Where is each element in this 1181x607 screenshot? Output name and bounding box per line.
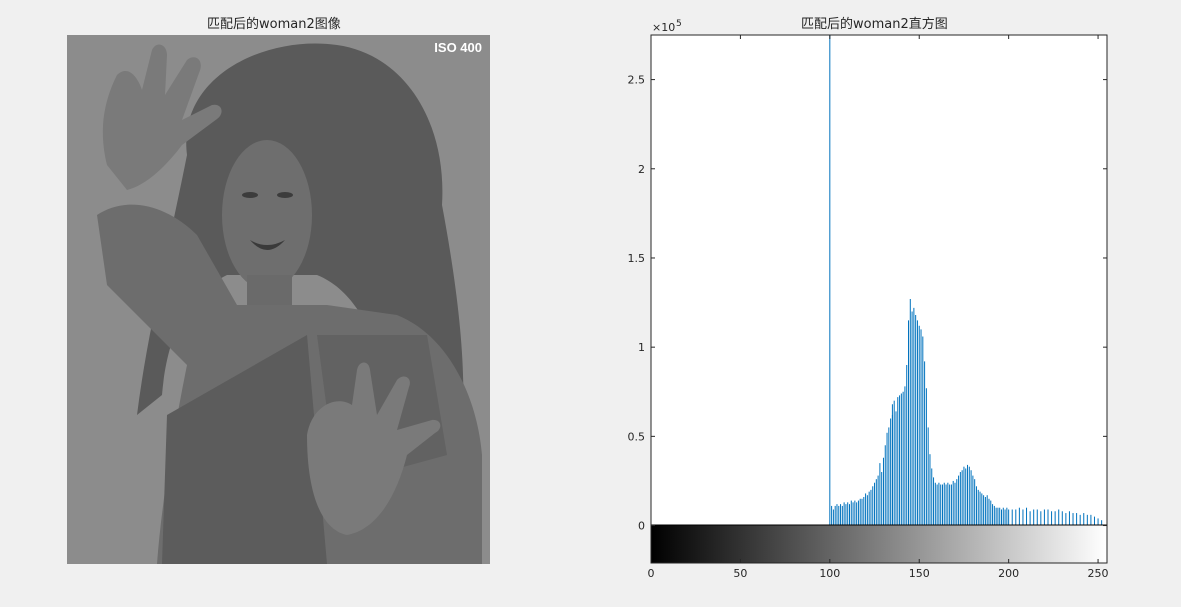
y-tick-label: 1.5: [628, 252, 646, 265]
exponent-power: 5: [676, 19, 682, 29]
image-title: 匹配后的woman2图像: [207, 17, 341, 32]
woman-photo-drawing: [67, 35, 490, 564]
plot-frame: [650, 34, 1108, 564]
y-tick-label: 0: [638, 520, 645, 533]
y-tick-label: 1: [638, 341, 645, 354]
x-tick-label: 50: [733, 567, 747, 580]
y-tick-label: 0.5: [628, 430, 646, 443]
iso-label: ISO 400: [434, 40, 482, 55]
histogram-title: 匹配后的woman2直方图: [801, 17, 948, 32]
woman-photo: ISO 400: [67, 35, 490, 564]
exponent-base: ×10: [652, 21, 675, 34]
x-tick-label: 150: [909, 567, 930, 580]
x-tick-label: 0: [648, 567, 655, 580]
y-tick-label: 2.5: [628, 74, 646, 87]
x-tick-label: 200: [998, 567, 1019, 580]
axis-ticks: 0 50 100 150 200 250 0 0.5 1 1.5 2 2.5: [628, 35, 1109, 580]
y-tick-label: 2: [638, 163, 645, 176]
x-tick-label: 100: [819, 567, 840, 580]
colorbar: [651, 525, 1107, 563]
plot-area: [651, 35, 1107, 563]
x-tick-label: 250: [1088, 567, 1109, 580]
histogram-bars: [829, 35, 1108, 526]
